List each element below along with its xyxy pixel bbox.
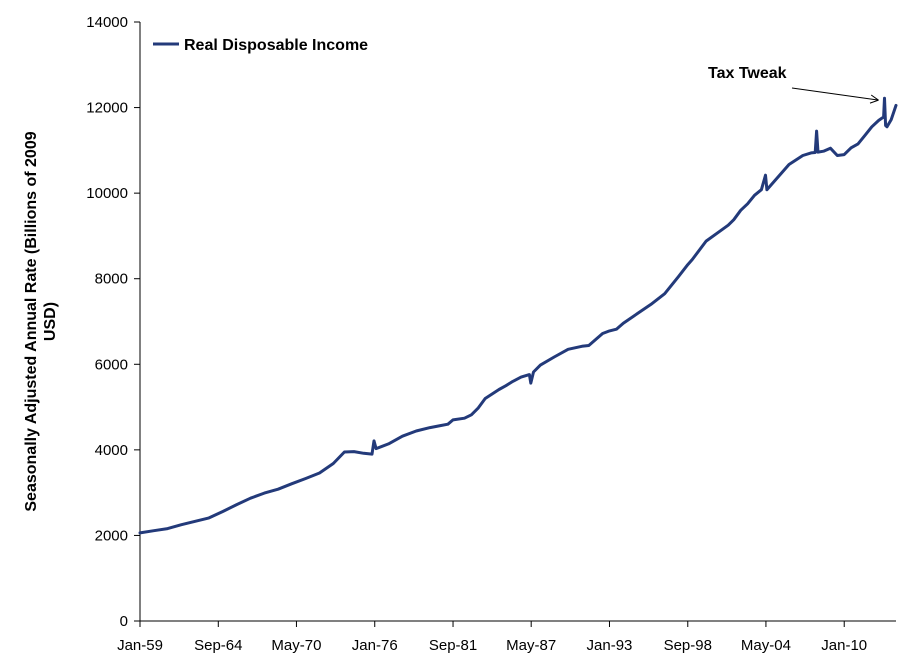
annotation-arrowhead	[869, 94, 879, 104]
y-tick-label: 12000	[86, 100, 128, 117]
annotation-arrow	[791, 87, 879, 101]
x-tick-label: Jan-93	[587, 637, 633, 654]
annotation-tax-tweak: Tax Tweak	[708, 65, 879, 104]
x-tick-label: Sep-81	[429, 637, 477, 654]
y-axis: 0 2000 4000 6000 8000 10000 12000 14000	[86, 14, 141, 630]
y-tick-label: 10000	[86, 185, 128, 202]
y-axis-title-line: Seasonally Adjusted Annual Rate (Billion…	[23, 131, 40, 511]
y-tick-label: 14000	[86, 14, 128, 31]
series-line	[138, 96, 898, 535]
y-tick-label: 8000	[95, 271, 128, 288]
x-tick-label: Sep-64	[194, 637, 242, 654]
x-tick-label: May-87	[506, 637, 556, 654]
y-tick-label: 0	[120, 613, 128, 630]
y-tick-label: 2000	[95, 527, 128, 544]
x-tick-label: Jan-76	[352, 637, 398, 654]
y-tick-label: 4000	[95, 442, 128, 459]
y-tick-label: 6000	[95, 356, 128, 373]
legend-label: Real Disposable Income	[184, 37, 368, 54]
x-tick-label: Jan-59	[117, 637, 163, 654]
annotation-label: Tax Tweak	[708, 65, 787, 82]
x-tick-label: Sep-98	[664, 637, 712, 654]
x-tick-label: Jan-10	[821, 637, 867, 654]
x-axis: Jan-59 Sep-64 May-70 Jan-76 Sep-81 May-87 Jan-…	[117, 620, 896, 654]
x-tick-label: May-04	[741, 637, 791, 654]
y-axis-title: Seasonally Adjusted Annual Rate (Billion…	[23, 131, 59, 511]
y-axis-title-line: USD)	[42, 302, 59, 341]
legend: Real Disposable Income	[153, 37, 368, 54]
x-tick-label: May-70	[271, 637, 321, 654]
series-layer	[138, 96, 898, 535]
